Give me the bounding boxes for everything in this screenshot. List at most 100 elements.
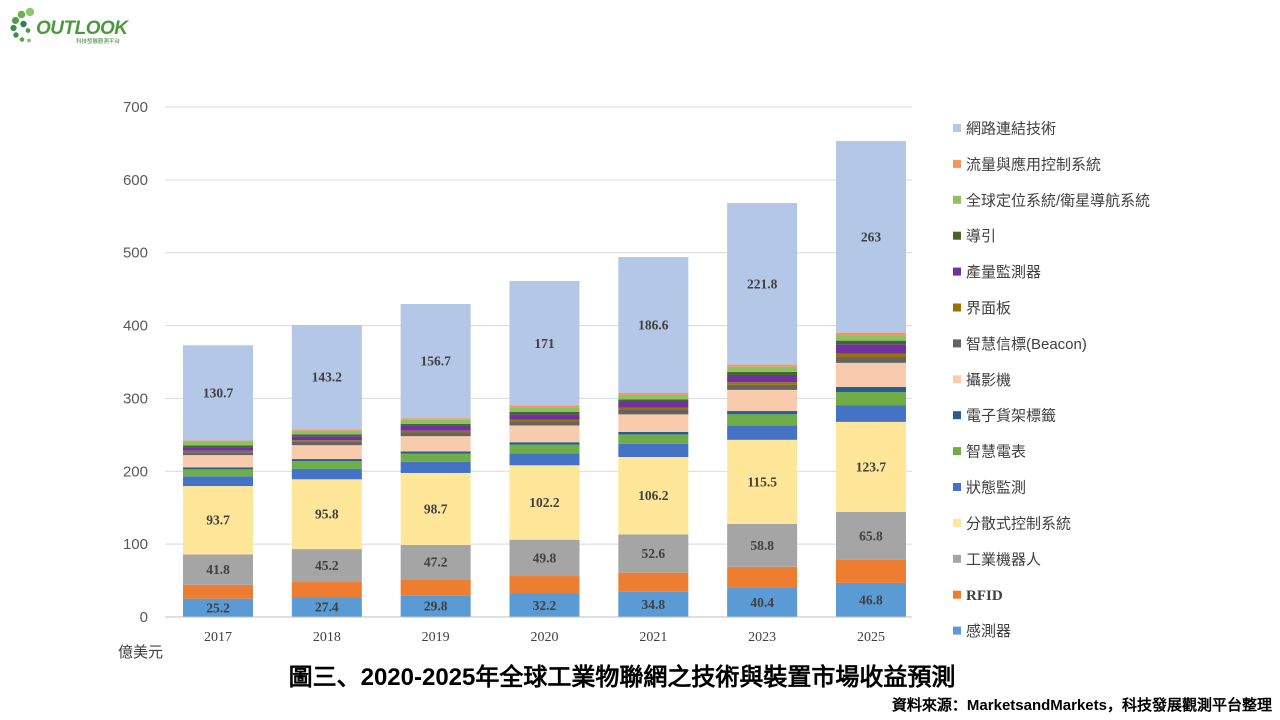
bar-segment [727, 587, 798, 617]
bar-segment [291, 324, 362, 430]
data-label: 29.8 [424, 599, 448, 614]
data-label: 46.8 [859, 592, 883, 607]
data-label: 143.2 [312, 370, 343, 385]
y-tick-label: 700 [123, 99, 148, 116]
bar-segment [183, 455, 253, 468]
bar-segment [183, 467, 253, 470]
bar-segment [835, 559, 906, 583]
bar-segment [291, 429, 362, 431]
bar-segment [835, 362, 906, 387]
bar-segment [509, 593, 580, 617]
x-tick-label: 2025 [857, 630, 885, 645]
legend: 網路連結技術流量與應用控制系統全球定位系統/衛星導航系統導引產量監測器界面板智慧… [953, 121, 1150, 640]
bar-segment [509, 465, 580, 540]
bar-segment [291, 434, 362, 437]
x-tick-label: 2019 [422, 630, 450, 645]
bar-segment [618, 591, 689, 617]
data-label: 98.7 [424, 501, 448, 516]
legend-item: 網路連結技術 [953, 121, 1056, 138]
bar-segment [291, 440, 362, 442]
legend-item: 工業機器人 [953, 551, 1041, 568]
bar-segment [400, 544, 471, 580]
bar-segment [618, 257, 689, 393]
bar-segment [400, 304, 471, 419]
y-tick-label: 600 [123, 172, 148, 189]
legend-swatch [953, 626, 961, 635]
bar-segment [727, 425, 798, 440]
bar-segment [727, 384, 798, 390]
data-label: 93.7 [206, 513, 230, 528]
bar-segment [400, 423, 471, 426]
bar-segment [618, 410, 689, 415]
bar-segment [618, 399, 689, 402]
y-axis-unit-label: 億美元 [118, 644, 164, 661]
bar-segment [727, 374, 798, 383]
y-axis: 0 100 200 300 400 500 600 700 [123, 99, 148, 626]
legend-item: 界面板 [953, 299, 1011, 317]
bar-segment [618, 401, 689, 408]
bar-segment [183, 441, 253, 446]
bar-segment [400, 595, 471, 617]
data-label: 58.8 [750, 538, 774, 553]
legend-label: 分散式控制系統 [966, 515, 1071, 532]
data-label: 95.8 [315, 507, 339, 522]
logo-subtext: 科技發展觀測平台 [76, 37, 121, 45]
bar-segment [400, 453, 471, 462]
legend-swatch [953, 195, 961, 204]
legend-item: 智慧電表 [953, 443, 1026, 461]
data-label: 34.8 [642, 597, 666, 612]
data-label: 102.2 [529, 495, 560, 510]
legend-swatch [953, 447, 961, 456]
y-tick-label: 500 [123, 245, 148, 262]
legend-item: 電子貨架標籤 [953, 407, 1056, 425]
x-tick-label: 2018 [313, 630, 341, 645]
chart-title: 圖三、2020-2025年全球工業物聯網之技術與裝置市場收益預測 [288, 664, 956, 691]
bar-segment [183, 445, 253, 448]
bar-segment [291, 468, 362, 480]
bar-segment [291, 461, 362, 469]
legend-item: 流量與應用控制系統 [953, 155, 1101, 173]
data-label: 115.5 [747, 474, 777, 489]
bar-segment [835, 405, 906, 422]
legend-swatch [953, 375, 961, 384]
data-label: 32.2 [533, 598, 557, 613]
legend-label: 工業機器人 [966, 551, 1041, 568]
data-label: 263 [861, 229, 882, 244]
bar-segment [835, 332, 906, 336]
bar-segment [509, 405, 580, 408]
bar-segment [183, 598, 253, 617]
bar-segment [618, 394, 689, 400]
legend-item: 狀態監測 [953, 480, 1026, 497]
bar-segment [400, 436, 471, 452]
chart-source: 資料來源：MarketsandMarkets，科技發展觀測平台整理 [891, 697, 1272, 714]
legend-swatch [953, 483, 961, 491]
bar-segment [183, 584, 253, 599]
bar-segment [183, 486, 253, 555]
legend-label: 網路連結技術 [966, 121, 1056, 138]
logo-wordmark: OUTLOOK [36, 18, 129, 39]
legend-swatch [953, 159, 961, 168]
bar-segment [291, 459, 362, 462]
bar-segment [727, 371, 798, 375]
bar-segment [727, 414, 798, 426]
bar-segment [291, 436, 362, 441]
bar-segment [727, 411, 798, 415]
data-label: 106.2 [638, 488, 669, 503]
bar-stack [618, 257, 689, 617]
legend-swatch [953, 554, 961, 563]
legend-label: 全球定位系統/衛星導航系統 [966, 191, 1150, 209]
data-label: 130.7 [203, 385, 234, 400]
bar-segment [727, 203, 798, 365]
bar-segment [183, 447, 253, 451]
data-label: 49.8 [533, 550, 557, 565]
bar-segment [618, 572, 689, 592]
outlook-logo: OUTLOOK 科技發展觀測平台 [10, 7, 130, 45]
data-labels: 25.2 41.8 93.7 130.7 27.4 45.2 95.8 143.2 29.8 47… [203, 229, 887, 615]
bar-segment [291, 549, 362, 583]
bar-segment [400, 579, 471, 596]
bar-segment [618, 457, 689, 535]
legend-item: RFID [953, 588, 1003, 604]
bar-segment [835, 335, 906, 341]
logo-swirl-icon [10, 7, 35, 43]
bar-segment [291, 445, 362, 460]
